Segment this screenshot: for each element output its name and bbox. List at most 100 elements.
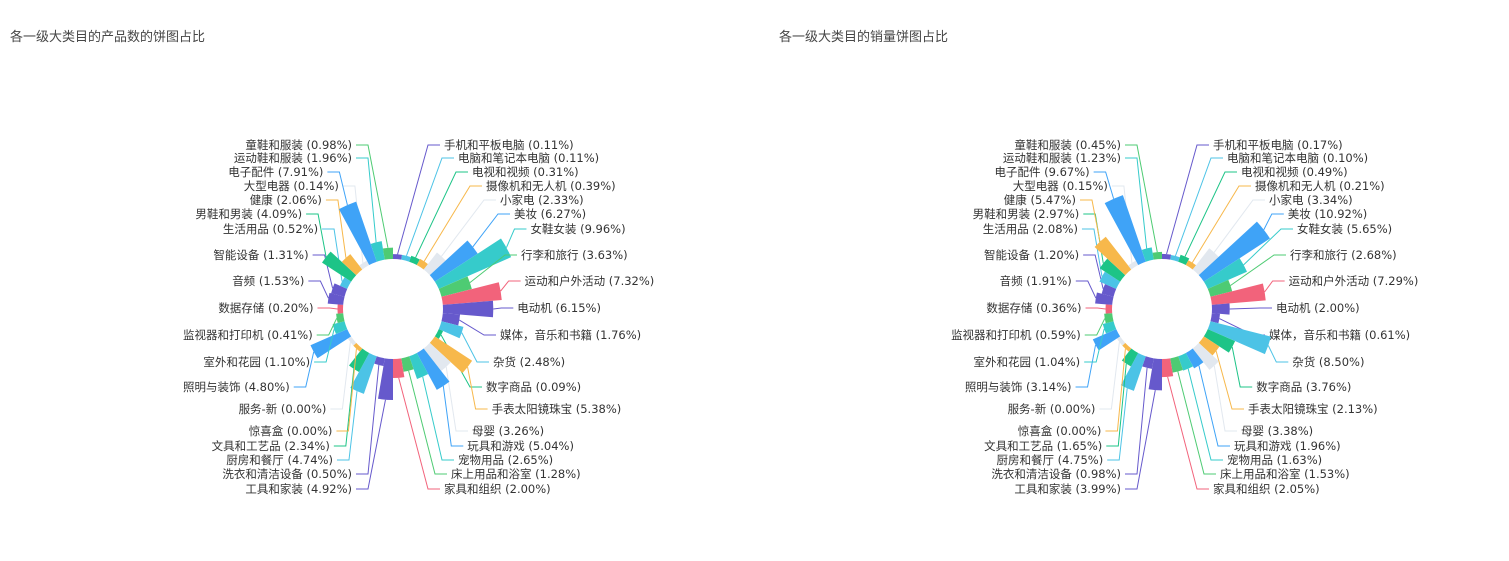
rose-sector[interactable] — [1185, 260, 1197, 270]
leader-line — [505, 228, 527, 248]
rose-sector[interactable] — [1162, 358, 1174, 378]
rose-sector[interactable] — [322, 251, 357, 282]
sector-label: 工具和家装 (3.99%) — [1014, 482, 1121, 496]
leader-line — [1243, 228, 1293, 266]
leader-line — [333, 368, 355, 447]
rose-chart-1: 手机和平板电脑 (0.17%)电脑和笔记本电脑 (0.10%)电视和视频 (0.… — [951, 138, 1418, 496]
rose-sector[interactable] — [1210, 313, 1220, 324]
rose-sector[interactable] — [1095, 292, 1114, 305]
leader-line — [415, 171, 468, 258]
rose-sector[interactable] — [429, 336, 473, 374]
rose-sector[interactable] — [378, 358, 393, 401]
rose-sector[interactable] — [1210, 283, 1266, 305]
rose-sector[interactable] — [1142, 356, 1154, 369]
sector-label: 厨房和餐厅 (4.74%) — [226, 453, 333, 467]
rose-sector[interactable] — [374, 356, 385, 366]
sector-label: 生活用品 (2.08%) — [983, 222, 1078, 236]
rose-sector[interactable] — [1101, 283, 1117, 297]
rose-sector[interactable] — [1192, 342, 1219, 370]
rose-sector[interactable] — [1170, 356, 1183, 373]
rose-sector[interactable] — [1178, 352, 1194, 371]
leader-line — [472, 213, 510, 248]
rose-sector[interactable] — [1178, 254, 1190, 266]
rose-sector[interactable] — [438, 321, 464, 339]
rose-sector[interactable] — [423, 342, 451, 371]
rose-sector[interactable] — [1203, 258, 1247, 289]
rose-sector[interactable] — [1207, 321, 1271, 355]
rose-sector[interactable] — [1211, 303, 1230, 315]
rose-sector[interactable] — [349, 348, 370, 372]
rose-sector[interactable] — [331, 283, 348, 297]
rose-sector[interactable] — [393, 358, 405, 379]
rose-sector[interactable] — [423, 252, 446, 276]
rose-sector[interactable] — [416, 258, 428, 270]
rose-sector[interactable] — [434, 238, 512, 289]
rose-sector[interactable] — [370, 241, 385, 262]
rose-sector[interactable] — [1203, 329, 1236, 353]
sector-label: 电脑和笔记本电脑 (0.11%) — [458, 151, 599, 165]
rose-sector[interactable] — [359, 260, 370, 270]
sector-label: 电动机 (2.00%) — [1276, 301, 1360, 315]
rose-sector[interactable] — [434, 329, 444, 339]
rose-sector[interactable] — [409, 352, 429, 379]
rose-sector[interactable] — [1094, 236, 1132, 276]
rose-sector[interactable] — [1192, 248, 1219, 276]
rose-sector[interactable] — [339, 277, 352, 289]
rose-sector[interactable] — [1170, 255, 1180, 262]
sector-label: 家具和组织 (2.00%) — [444, 482, 551, 496]
leader-line — [1187, 368, 1223, 461]
rose-sector[interactable] — [401, 356, 414, 372]
rose-sector[interactable] — [327, 292, 345, 305]
rose-sector[interactable] — [442, 300, 494, 318]
sector-label: 惊喜盒 (0.00%) — [249, 424, 333, 438]
rose-sector[interactable] — [1185, 348, 1204, 369]
rose-sector[interactable] — [1099, 271, 1121, 289]
rose-sector[interactable] — [341, 254, 363, 276]
sector-label: 童鞋和服装 (0.45%) — [1014, 138, 1121, 152]
sector-label: 媒体，音乐和书籍 (0.61%) — [1269, 328, 1410, 342]
rose-sector[interactable] — [1128, 260, 1139, 270]
rose-sector[interactable] — [382, 247, 393, 260]
rose-sector[interactable] — [438, 276, 472, 297]
rose-sector[interactable] — [1122, 342, 1132, 352]
rose-sector[interactable] — [441, 313, 461, 326]
rose-sector[interactable] — [336, 313, 345, 324]
sector-label: 杂货 (8.50%) — [1292, 355, 1364, 369]
leader-line — [1213, 199, 1265, 253]
sector-label: 音频 (1.53%) — [232, 274, 304, 288]
rose-sector[interactable] — [1207, 279, 1233, 297]
leader-line — [442, 385, 464, 447]
rose-sector[interactable] — [1092, 329, 1121, 351]
rose-sector[interactable] — [1102, 321, 1117, 334]
rose-sector[interactable] — [401, 254, 411, 262]
rose-sector[interactable] — [332, 321, 348, 335]
rose-sector[interactable] — [1198, 221, 1270, 282]
rose-sector[interactable] — [1148, 358, 1162, 391]
rose-sector[interactable] — [1141, 247, 1154, 262]
rose-sector[interactable] — [409, 255, 420, 266]
rose-sector[interactable] — [441, 282, 502, 305]
sector-label: 电视和视频 (0.31%) — [472, 165, 579, 179]
rose-sector[interactable] — [1099, 258, 1126, 282]
sector-label: 大型电器 (0.15%) — [1013, 179, 1108, 193]
rose-sector[interactable] — [429, 240, 478, 282]
rose-sector[interactable] — [1162, 253, 1172, 260]
rose-sector[interactable] — [338, 201, 377, 266]
rose-sector[interactable] — [393, 254, 403, 260]
rose-sector[interactable] — [416, 348, 450, 390]
rose-sector[interactable] — [1198, 336, 1220, 356]
sector-label: 室外和花园 (1.10%) — [203, 355, 310, 369]
rose-sector[interactable] — [1116, 336, 1126, 346]
rose-sector[interactable] — [1152, 251, 1162, 260]
rose-sector[interactable] — [353, 342, 363, 352]
rose-sector[interactable] — [1104, 313, 1114, 324]
rose-sector[interactable] — [337, 304, 344, 314]
rose-sector[interactable] — [1105, 304, 1113, 314]
rose-sector[interactable] — [1104, 195, 1146, 266]
sector-label: 杂货 (2.48%) — [493, 355, 565, 369]
rose-sector[interactable] — [347, 336, 357, 346]
rose-sector[interactable] — [1121, 348, 1139, 367]
rose-sector[interactable] — [1120, 352, 1146, 391]
rose-sector[interactable] — [350, 352, 377, 394]
sector-label: 数字商品 (3.76%) — [1256, 380, 1351, 394]
